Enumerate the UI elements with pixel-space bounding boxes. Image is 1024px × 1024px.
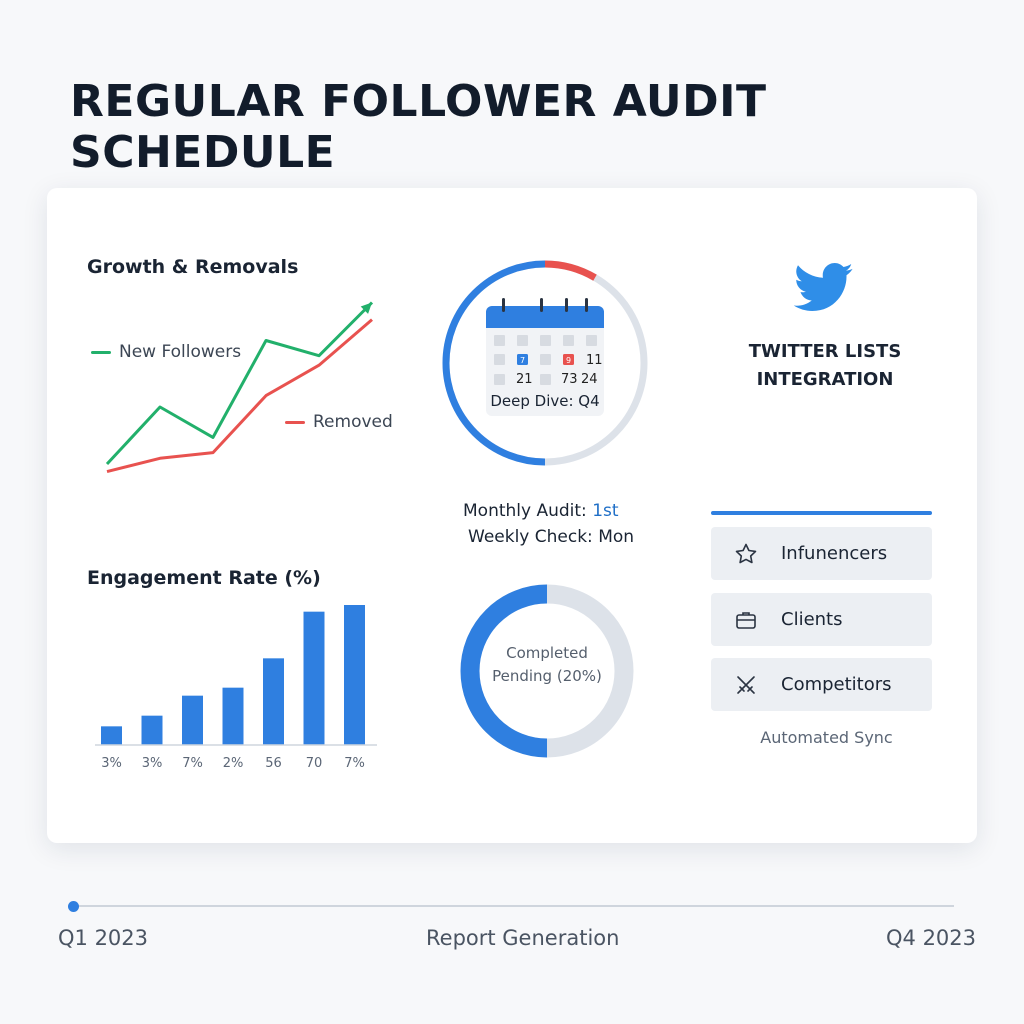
legend-new-followers: New Followers (91, 342, 241, 362)
bar-4 (263, 658, 284, 745)
ring-alert-segment (544, 260, 597, 281)
cal-day-9: 9 (566, 356, 571, 365)
engagement-bar-chart: 3% 3% 7% 2% 56 70 7% (95, 605, 377, 771)
donut-completed-arc (460, 584, 548, 758)
bar-label-3: 2% (223, 756, 244, 771)
cal-day-11: 11 (586, 353, 603, 368)
cal-day-24: 24 (581, 372, 598, 387)
legend-removed-swatch (285, 420, 305, 424)
cal-day-7: 7 (520, 356, 525, 365)
bar-label-0: 3% (101, 756, 122, 771)
ring-progress (442, 260, 546, 466)
bar-label-1: 3% (142, 756, 163, 771)
bar-2 (182, 695, 203, 745)
list-label-influencers: Infunencers (781, 543, 888, 564)
pending-label: Pending (20%) (492, 667, 602, 685)
bar-label-5: 70 (306, 756, 323, 771)
cal-day-21: 21 (516, 372, 533, 387)
twitter-bird-icon (794, 263, 853, 311)
twitter-title-line2: INTEGRATION (756, 369, 894, 390)
calendar-icon (486, 298, 604, 416)
bar-3 (222, 687, 244, 745)
twitter-integration-title: TWITTER LISTS INTEGRATION (740, 338, 910, 394)
automated-sync-label: Automated Sync (760, 728, 893, 747)
star-icon (733, 541, 759, 567)
monthly-audit-value: 1st (592, 501, 619, 521)
legend-new-label: New Followers (119, 342, 242, 362)
legend-new-swatch (91, 350, 111, 354)
bar-label-2: 7% (182, 756, 203, 771)
list-item-influencers[interactable]: Infunencers (711, 527, 932, 580)
timeline-start-label: Q1 2023 (58, 926, 149, 950)
progress-donut (460, 584, 634, 758)
series-arrowhead-0 (360, 302, 372, 314)
bar-5 (303, 611, 325, 745)
growth-chart-title: Growth & Removals (87, 256, 299, 278)
timeline-track (72, 905, 954, 907)
monthly-audit: Monthly Audit: 1st (463, 501, 619, 521)
crossed-swords-icon (733, 672, 759, 698)
growth-line-chart (105, 301, 374, 474)
list-label-competitors: Competitors (781, 674, 892, 695)
dashboard-card: Growth & Removals New Followers Removed … (47, 188, 977, 843)
bar-label-4: 56 (265, 756, 282, 771)
series-line-1 (106, 318, 373, 474)
engagement-chart-title: Engagement Rate (%) (87, 567, 321, 589)
cal-day-73: 73 (561, 372, 578, 387)
bar-0 (101, 726, 122, 745)
bar-label-6: 7% (344, 756, 365, 771)
lists-divider (711, 511, 932, 515)
twitter-title-line1: TWITTER LISTS (748, 341, 902, 362)
series-line-0 (105, 301, 374, 466)
list-item-clients[interactable]: Clients (711, 593, 932, 646)
donut-center-text: Completed Pending (20%) (477, 642, 617, 688)
bar-6 (344, 605, 365, 745)
weekly-check: Weekly Check: Mon (468, 527, 634, 547)
calendar-ring: 7 9 11 21 73 24 Deep Dive: Q4 (442, 260, 648, 466)
timeline-middle-label: Report Generation (426, 926, 620, 950)
briefcase-icon (733, 607, 759, 633)
timeline-end-label: Q4 2023 (886, 926, 977, 950)
bar-1 (141, 715, 163, 745)
list-item-competitors[interactable]: Competitors (711, 658, 932, 711)
weekly-check-value: Mon (598, 527, 635, 547)
deep-dive-caption: Deep Dive: Q4 (490, 392, 599, 410)
page-title: REGULAR FOLLOWER AUDIT SCHEDULE (70, 76, 767, 178)
list-label-clients: Clients (781, 609, 843, 630)
completed-label: Completed (506, 644, 588, 662)
monthly-audit-label: Monthly Audit: (463, 501, 587, 521)
legend-removed: Removed (285, 412, 393, 432)
weekly-check-label: Weekly Check: (468, 527, 593, 547)
timeline-marker[interactable] (68, 901, 79, 912)
legend-removed-label: Removed (313, 412, 393, 432)
